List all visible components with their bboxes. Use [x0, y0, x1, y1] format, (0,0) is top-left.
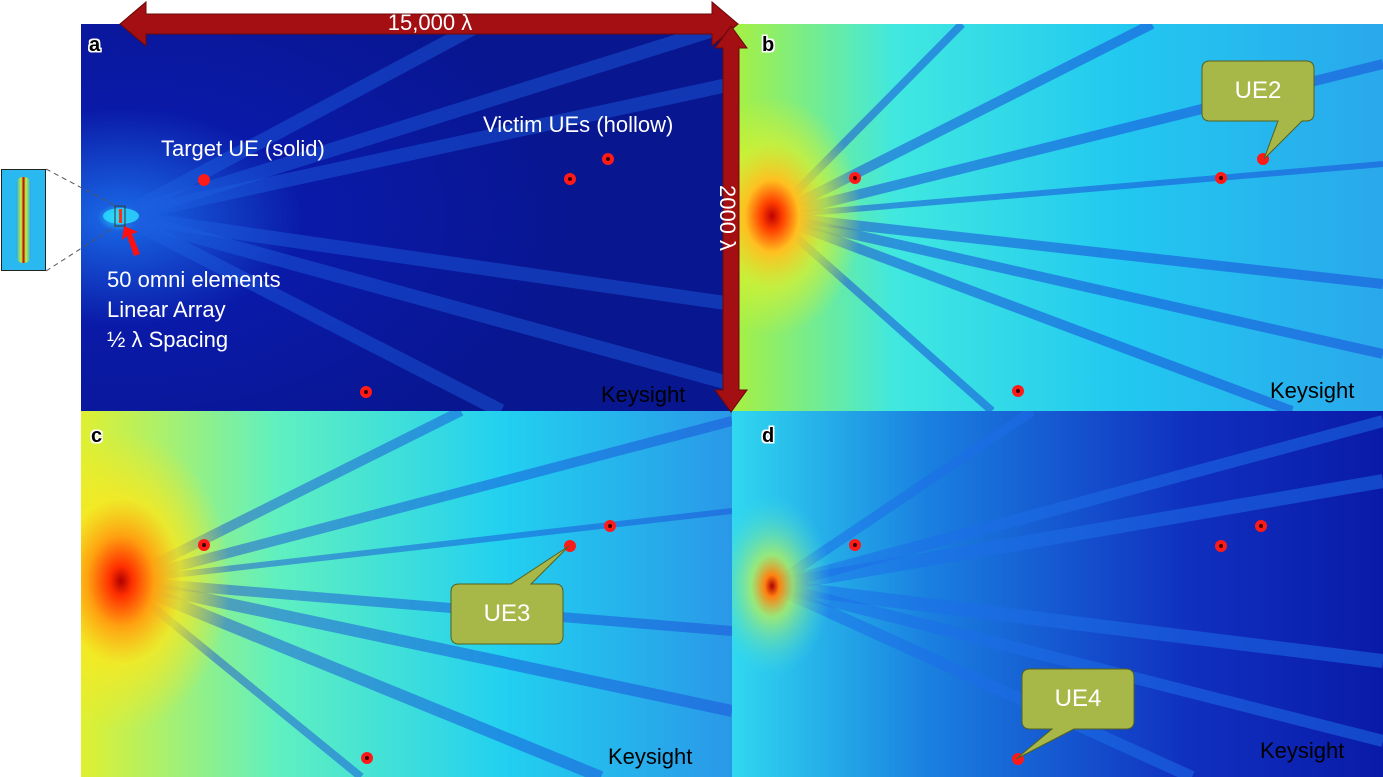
target-ue-marker — [564, 540, 576, 552]
panel-d-heatmap — [732, 411, 1383, 777]
victim-ue-marker — [849, 172, 861, 184]
panel-a-label: a — [89, 34, 101, 56]
horizontal-dimension-label: 15,000 λ — [387, 10, 473, 35]
victim-ue-marker — [564, 173, 576, 185]
panel-c-heatmap — [81, 411, 732, 777]
ue3-callout: UE3 — [450, 545, 570, 645]
panel-d: d UE4 Keysight — [732, 411, 1383, 777]
ue2-callout: UE2 — [1201, 60, 1315, 160]
vertical-dimension-arrow — [714, 25, 748, 413]
panel-a-heatmap — [81, 24, 732, 411]
ue3-callout-label: UE3 — [483, 600, 531, 627]
array-annotation-line2: Linear Array — [107, 297, 226, 322]
panel-c: c UE3 Keysight — [81, 411, 732, 777]
victim-ue-marker — [849, 539, 861, 551]
keysight-watermark: Keysight — [608, 744, 693, 769]
zoom-guide-lines — [45, 168, 117, 272]
array-zoom-inset — [1, 169, 46, 271]
panel-d-label: d — [762, 425, 775, 447]
panel-c-label: c — [91, 425, 103, 447]
victim-ue-marker — [1255, 520, 1267, 532]
keysight-watermark: Keysight — [1260, 738, 1345, 763]
ue4-callout: UE4 — [1015, 668, 1135, 760]
victim-ue-marker — [604, 520, 616, 532]
array-annotation-line1: 50 omni elements — [107, 267, 281, 292]
panel-b-heatmap — [732, 24, 1383, 411]
vertical-dimension-label: 2000 λ — [715, 184, 740, 252]
horizontal-dimension-arrow — [119, 0, 739, 48]
array-annotation-line3: ½ λ Spacing — [107, 327, 229, 352]
ue4-callout-label: UE4 — [1054, 685, 1102, 712]
ue2-callout-label: UE2 — [1234, 77, 1282, 104]
victim-ue-marker — [1215, 540, 1227, 552]
victim-ue-marker — [1012, 385, 1024, 397]
victim-ue-marker — [602, 153, 614, 165]
victim-ues-annotation: Victim UEs (hollow) — [483, 112, 674, 137]
victim-ue-marker — [198, 539, 210, 551]
keysight-watermark: Keysight — [601, 382, 686, 407]
panel-b: b UE2 Keysight — [732, 24, 1383, 411]
panel-a: a Target UE (solid) Victim UEs (hollow) … — [81, 24, 732, 411]
array-pointer-arrow — [122, 226, 140, 256]
target-ue-annotation: Target UE (solid) — [161, 136, 325, 161]
panel-b-label: b — [762, 34, 775, 56]
victim-ue-marker — [1215, 172, 1227, 184]
victim-ue-marker — [361, 752, 373, 764]
keysight-watermark: Keysight — [1270, 378, 1355, 403]
target-ue-marker — [198, 174, 210, 186]
victim-ue-marker — [360, 386, 372, 398]
